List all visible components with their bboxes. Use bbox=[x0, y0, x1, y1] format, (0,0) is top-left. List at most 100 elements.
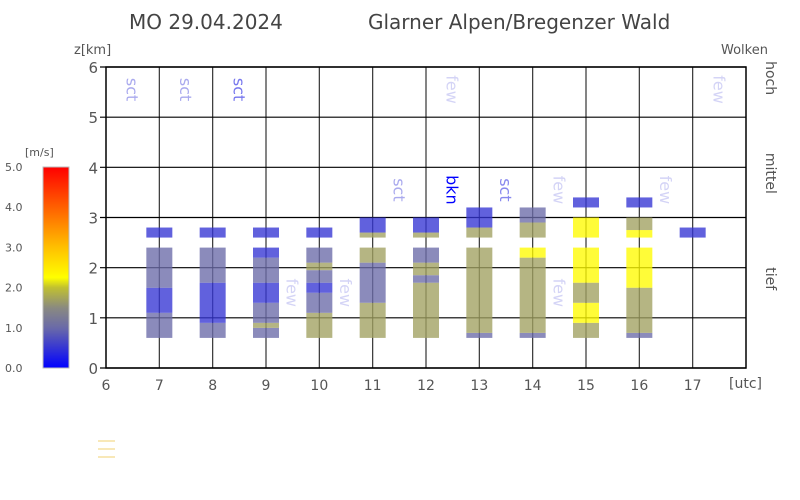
y-tick-label: 3 bbox=[88, 210, 98, 228]
x-tick-label: 17 bbox=[684, 378, 702, 394]
clouds-label: Wolken bbox=[721, 43, 768, 58]
wind-bar-segment bbox=[573, 282, 599, 303]
wind-bar-segment bbox=[146, 227, 173, 238]
wind-bar-segment bbox=[253, 282, 279, 303]
wind-bar-segment bbox=[199, 322, 226, 338]
wind-bar-segment bbox=[253, 302, 279, 323]
wind-bar-segment bbox=[413, 282, 439, 338]
y-tick-label: 5 bbox=[88, 109, 98, 127]
wind-bar-segment bbox=[306, 247, 333, 263]
x-tick-label: 15 bbox=[577, 378, 595, 394]
cloud-label: few bbox=[549, 278, 568, 307]
wind-bar-segment bbox=[306, 312, 333, 338]
colorbar bbox=[42, 166, 70, 369]
cloud-label: few bbox=[283, 278, 302, 307]
x-tick-label: 10 bbox=[310, 378, 328, 394]
level-label: hoch bbox=[762, 61, 778, 95]
wind-bar-segment bbox=[306, 292, 333, 313]
wind-bar-segment bbox=[306, 270, 333, 283]
cloud-label: sct bbox=[176, 78, 195, 101]
wind-bar-segment bbox=[466, 332, 493, 338]
colorbar-tick-label: 4.0 bbox=[5, 201, 23, 214]
wind-bar-segment bbox=[413, 275, 439, 283]
wind-bar-segment bbox=[573, 197, 599, 208]
wind-bar-segment bbox=[626, 287, 653, 333]
wind-bar-segment bbox=[359, 302, 386, 338]
colorbar-tick-label: 0.0 bbox=[5, 362, 23, 375]
wind-bar-segment bbox=[626, 197, 653, 208]
region-title: Glarner Alpen/Bregenzer Wald bbox=[368, 10, 671, 34]
plot-frame bbox=[105, 66, 747, 369]
cloud-label: sct bbox=[123, 78, 142, 101]
y-tick-label: 0 bbox=[88, 360, 98, 378]
wind-bar-segment bbox=[466, 207, 493, 228]
wind-bar-segment bbox=[253, 247, 279, 258]
x-tick-label: 13 bbox=[470, 378, 488, 394]
wind-bar-segment bbox=[306, 227, 333, 238]
x-tick-label: 9 bbox=[262, 378, 271, 394]
wind-bar-segment bbox=[626, 230, 653, 238]
y-tick-label: 2 bbox=[88, 260, 98, 278]
y-tick-label: 1 bbox=[88, 310, 98, 328]
wind-bar-segment bbox=[626, 332, 653, 338]
wind-bar-segment bbox=[519, 222, 546, 238]
wind-bar-segment bbox=[573, 247, 599, 283]
cloud-label: few bbox=[709, 75, 728, 104]
wind-bar-segment bbox=[146, 247, 173, 288]
wind-bar-segment bbox=[253, 322, 279, 328]
wind-bar-segment bbox=[413, 232, 439, 238]
level-label: tief bbox=[762, 267, 778, 291]
x-tick-label: 14 bbox=[524, 378, 542, 394]
wind-bar-segment bbox=[146, 287, 173, 313]
date-title: MO 29.04.2024 bbox=[129, 10, 283, 34]
x-tick-label: 6 bbox=[102, 378, 111, 394]
wind-bar-segment bbox=[573, 217, 599, 238]
wind-bar-segment bbox=[253, 257, 279, 283]
cloud-label: bkn bbox=[443, 175, 462, 205]
wind-bar-segment bbox=[573, 322, 599, 338]
x-tick-label: 11 bbox=[364, 378, 382, 394]
wind-bar-segment bbox=[359, 217, 386, 233]
colorbar-tick-label: 3.0 bbox=[5, 241, 23, 254]
colorbar-tick-label: 5.0 bbox=[5, 161, 23, 174]
cloud-label: few bbox=[336, 278, 355, 307]
level-label: mittel bbox=[762, 153, 778, 194]
wind-bar-segment bbox=[626, 217, 653, 231]
cloud-label: sct bbox=[496, 178, 515, 201]
wind-bar-segment bbox=[306, 262, 333, 271]
wind-bar-segment bbox=[253, 227, 279, 238]
colorbar-tick-label: 2.0 bbox=[5, 282, 23, 295]
wind-bar-segment bbox=[306, 282, 333, 293]
wind-bar-segment bbox=[466, 247, 493, 333]
wind-bar-segment bbox=[519, 247, 546, 258]
wind-bar-segment bbox=[359, 262, 386, 303]
wind-bar-segment bbox=[519, 332, 546, 338]
x-tick-label: 7 bbox=[155, 378, 164, 394]
wind-bar-segment bbox=[199, 227, 226, 238]
x-tick-label: 8 bbox=[208, 378, 217, 394]
y-axis-label: z[km] bbox=[74, 43, 112, 58]
wind-bar-segment bbox=[253, 327, 279, 338]
wind-bar-segment bbox=[573, 302, 599, 323]
wind-bar-segment bbox=[199, 282, 226, 323]
wind-bar-segment bbox=[519, 207, 546, 223]
wind-bar-segment bbox=[413, 247, 439, 263]
cloud-label: sct bbox=[389, 178, 408, 201]
wind-bar-segment bbox=[359, 247, 386, 263]
cloud-label: sct bbox=[229, 78, 248, 101]
colorbar-unit: [m/s] bbox=[25, 146, 54, 159]
wind-bar-segment bbox=[626, 247, 653, 288]
wind-bar-segment bbox=[413, 262, 439, 276]
wind-bar-segment bbox=[413, 217, 439, 233]
cloud-label: few bbox=[549, 176, 568, 205]
y-tick-label: 6 bbox=[88, 59, 98, 77]
wind-bar-segment bbox=[199, 247, 226, 283]
colorbar-tick-label: 1.0 bbox=[5, 322, 23, 335]
wind-bar-segment bbox=[679, 227, 706, 238]
x-axis-label: [utc] bbox=[729, 376, 762, 392]
x-tick-label: 12 bbox=[417, 378, 435, 394]
wind-bar-segment bbox=[146, 312, 173, 338]
cloud-label: few bbox=[656, 176, 675, 205]
